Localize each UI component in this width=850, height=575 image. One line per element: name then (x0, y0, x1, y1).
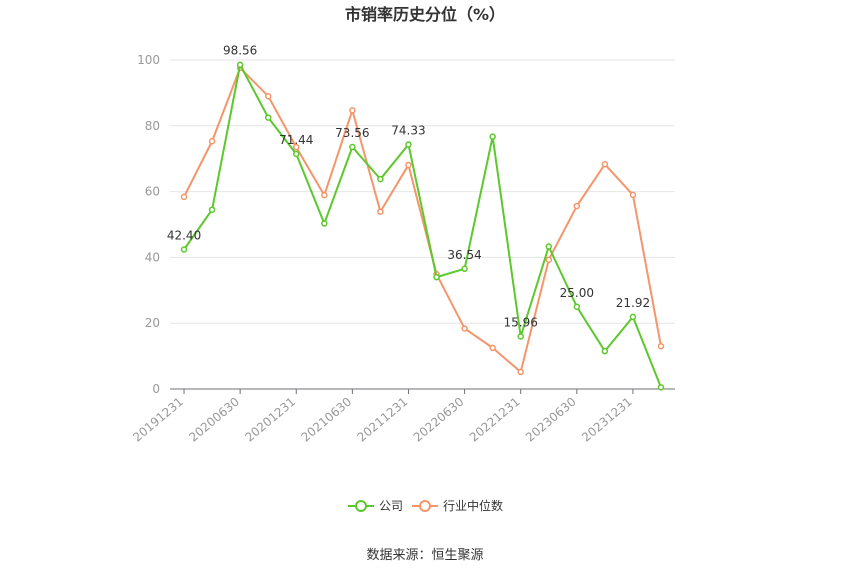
data-point (517, 333, 524, 340)
data-label: 73.56 (335, 126, 369, 140)
data-point (349, 143, 356, 151)
data-point (349, 107, 356, 114)
data-point (293, 150, 300, 158)
data-point (545, 256, 552, 263)
data-point (461, 325, 468, 332)
data-point (461, 265, 468, 273)
x-tick-label: 20221231 (467, 395, 523, 445)
legend-label: 行业中位数 (443, 498, 503, 513)
legend[interactable]: 公司 行业中位数 (348, 498, 503, 513)
series (180, 61, 665, 391)
x-tick-label: 20230630 (523, 395, 579, 445)
series-line-0 (183, 63, 662, 388)
data-point (573, 303, 581, 310)
legend-marker (419, 500, 431, 512)
y-tick-label: 40 (145, 250, 160, 264)
data-point (321, 191, 328, 199)
data-point (180, 246, 188, 253)
data-point (573, 202, 581, 210)
data-point (489, 344, 496, 352)
data-point (629, 191, 637, 199)
data-point (405, 141, 412, 148)
data-point (657, 384, 665, 391)
data-point (377, 175, 384, 183)
data-point (208, 138, 216, 145)
data-label: 25.00 (560, 286, 594, 300)
data-point (236, 61, 244, 68)
data-label: 74.33 (391, 123, 425, 137)
chart-title: 市销率历史分位（%） (345, 5, 505, 24)
data-point (180, 193, 188, 201)
data-label: 42.40 (167, 229, 201, 243)
data-labels: 42.40 98.56 71.44 73.56 74.33 36.54 15.96 25.00… (167, 44, 650, 330)
source-note: 数据来源：恒生聚源 (366, 548, 483, 563)
y-tick-label: 20 (145, 316, 160, 330)
series-line-1 (183, 66, 662, 373)
x-tick-label: 20191231 (130, 395, 186, 445)
data-point (433, 273, 440, 281)
data-point (657, 342, 665, 350)
legend-label: 公司 (379, 499, 403, 513)
data-point (321, 220, 328, 227)
legend-marker (355, 500, 367, 512)
y-tick-label: 100 (137, 53, 160, 67)
data-label: 15.96 (504, 315, 538, 329)
data-point (601, 347, 609, 355)
data-label: 21.92 (616, 296, 650, 310)
data-point (264, 114, 272, 121)
grid (170, 59, 675, 324)
y-tick-label: 80 (145, 119, 160, 133)
data-point (601, 161, 609, 168)
y-tick-label: 0 (152, 382, 160, 396)
data-point (629, 313, 637, 321)
legend-item-1[interactable]: 行业中位数 (412, 498, 503, 513)
data-label: 98.56 (223, 44, 257, 58)
data-point (264, 92, 272, 100)
data-point (377, 208, 384, 215)
x-tick-label: 20200630 (186, 395, 242, 445)
x-tick-label: 20220630 (411, 395, 467, 445)
x-tick-label: 20211231 (355, 395, 411, 445)
data-label: 36.54 (447, 248, 481, 262)
data-point (517, 368, 524, 376)
data-point (208, 206, 216, 213)
x-tick-label: 20231231 (579, 395, 635, 445)
y-tick-label: 60 (145, 185, 160, 199)
x-tick-label: 20210630 (299, 395, 355, 445)
data-point (405, 161, 412, 169)
x-tick-label: 20201231 (242, 395, 298, 445)
legend-item-0[interactable]: 公司 (348, 499, 403, 513)
data-label: 71.44 (279, 133, 313, 147)
data-point (489, 133, 496, 140)
data-point (293, 143, 300, 151)
data-point (545, 243, 552, 250)
